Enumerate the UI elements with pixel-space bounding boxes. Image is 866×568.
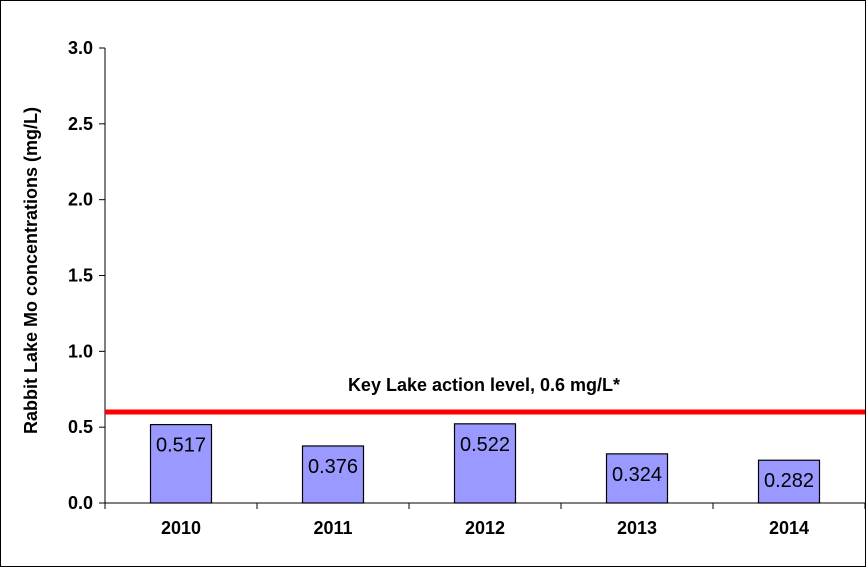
bar-data-label: 0.517: [156, 435, 206, 457]
x-category-label: 2014: [769, 518, 809, 538]
reference-line-label: Key Lake action level, 0.6 mg/L*: [348, 375, 620, 395]
bar: [301, 445, 365, 504]
y-axis-label: Rabbit Lake Mo concentrations (mg/L): [21, 107, 41, 434]
bar-data-label: 0.376: [308, 456, 358, 478]
y-tick-label: 1.0: [68, 341, 93, 361]
y-tick-label: 2.0: [68, 190, 93, 210]
bar-data-label: 0.522: [460, 434, 510, 456]
y-tick-label: 3.0: [68, 38, 93, 58]
bar: [453, 423, 517, 504]
y-tick-label: 1.5: [68, 266, 93, 286]
x-category-label: 2013: [617, 518, 657, 538]
x-category-label: 2011: [313, 518, 352, 538]
bar: [605, 453, 669, 504]
y-tick-label: 0.5: [68, 417, 93, 437]
bar-data-label: 0.324: [612, 464, 662, 486]
bar: [149, 423, 213, 504]
bar-data-label: 0.282: [764, 470, 814, 492]
x-category-label: 2010: [161, 518, 201, 538]
y-tick-label: 2.5: [68, 114, 93, 134]
bar: [757, 459, 821, 504]
x-category-label: 2012: [465, 518, 505, 538]
y-tick-label: 0.0: [68, 493, 93, 513]
